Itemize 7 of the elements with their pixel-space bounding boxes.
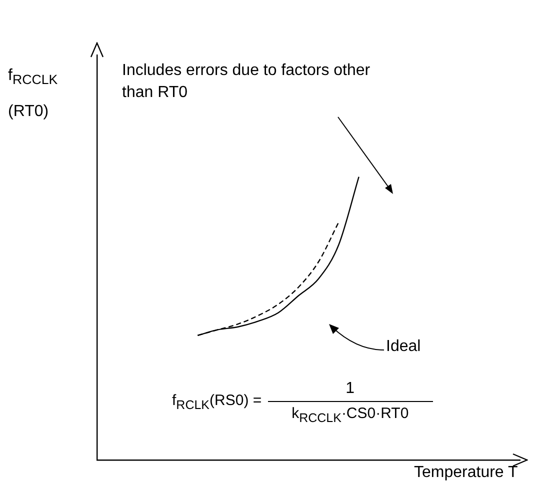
annotation: 1	[346, 380, 355, 398]
annotation: Ideal	[386, 338, 421, 356]
annotation: k$_{RCCLK}$·CS0·RT0	[268, 400, 433, 424]
text: Includes errors due to factors other than RT0	[122, 61, 372, 103]
x-axis-title: Temperature T	[414, 464, 518, 482]
y-axis-title: f$_{RCCLK}$ (RT0)	[8, 67, 58, 121]
annotation: f$_{RCLK}$(RS0) =	[172, 392, 262, 412]
